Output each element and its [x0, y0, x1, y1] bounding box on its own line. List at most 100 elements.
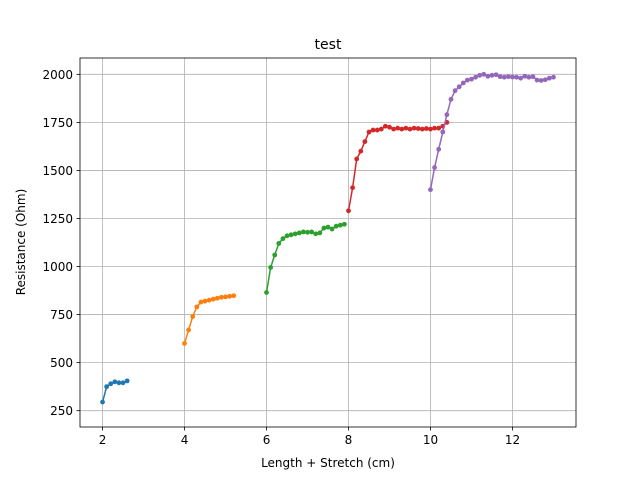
data-point	[108, 381, 114, 387]
data-point	[317, 230, 323, 236]
data-point	[325, 224, 331, 230]
data-point	[485, 73, 491, 79]
data-point	[231, 293, 237, 299]
series-line	[347, 121, 448, 211]
data-point	[227, 293, 233, 299]
data-point	[432, 125, 437, 131]
data-point	[112, 379, 118, 385]
y-tick-label: 750	[50, 308, 73, 322]
data-point	[526, 74, 532, 80]
series-3	[264, 221, 347, 295]
data-point	[481, 71, 487, 77]
data-point	[399, 126, 405, 132]
data-point	[419, 126, 425, 132]
data-point	[501, 74, 507, 80]
data-point	[505, 74, 511, 80]
series-1	[100, 378, 130, 405]
data-point	[510, 74, 515, 80]
data-point	[473, 74, 478, 80]
data-point	[542, 77, 548, 83]
chart-title: test	[315, 37, 342, 53]
series-2	[182, 293, 237, 346]
data-point	[489, 72, 495, 78]
data-point	[284, 233, 290, 239]
data-point	[387, 124, 392, 130]
x-tick-label: 2	[99, 433, 107, 447]
data-point	[120, 380, 126, 386]
data-point	[391, 126, 396, 132]
series-5	[428, 71, 556, 193]
y-tick-label: 500	[50, 356, 73, 370]
data-point	[382, 123, 388, 129]
data-point	[464, 77, 470, 83]
data-point	[436, 146, 442, 152]
series-layer	[100, 71, 556, 405]
grid-layer	[80, 58, 576, 427]
series-4	[346, 119, 450, 214]
x-tick-label: 12	[505, 433, 520, 447]
data-point	[407, 126, 413, 132]
data-point	[366, 129, 372, 135]
y-tick-label: 2000	[42, 68, 73, 82]
data-point	[432, 165, 437, 170]
data-point	[460, 80, 466, 86]
data-point	[395, 125, 401, 131]
data-point	[124, 378, 130, 384]
data-point	[546, 75, 552, 81]
y-tick-label: 1500	[42, 164, 73, 178]
data-point	[214, 295, 220, 301]
data-point	[411, 125, 417, 131]
data-point	[346, 208, 351, 214]
data-point	[182, 340, 187, 346]
y-tick-label: 250	[50, 404, 73, 418]
data-point	[276, 241, 282, 246]
data-point	[350, 185, 355, 191]
x-axis-label: Length + Stretch (cm)	[261, 456, 395, 470]
data-point	[354, 156, 360, 162]
data-point	[329, 226, 335, 232]
data-point	[362, 139, 368, 145]
data-point	[428, 187, 433, 193]
data-point	[100, 399, 105, 405]
data-point	[202, 298, 208, 304]
data-point	[223, 294, 228, 300]
data-point	[219, 294, 224, 300]
data-point	[440, 129, 446, 135]
data-point	[514, 74, 519, 80]
data-point	[403, 125, 409, 131]
data-point	[538, 78, 544, 83]
data-point	[493, 72, 499, 78]
x-tick-label: 8	[345, 433, 353, 447]
data-point	[268, 265, 274, 270]
data-point	[280, 236, 286, 242]
data-point	[198, 299, 204, 305]
data-point	[518, 75, 524, 81]
data-point	[415, 126, 421, 131]
data-point	[522, 73, 528, 79]
data-point	[272, 252, 278, 258]
y-tick-label: 1750	[42, 116, 73, 130]
data-point	[206, 297, 212, 303]
data-point	[292, 231, 298, 237]
series-line	[183, 294, 234, 344]
data-point	[370, 127, 376, 133]
data-point	[456, 84, 462, 90]
y-tick-label: 1000	[42, 260, 73, 274]
data-point	[321, 225, 327, 231]
data-point	[194, 304, 200, 310]
data-point	[428, 126, 433, 132]
y-tick-label: 1250	[42, 212, 73, 226]
data-point	[477, 72, 483, 78]
tick-layer: 2 4 6 8 10 12 250 500 750 1000 1250 1500 1750 2000	[42, 68, 520, 447]
data-point	[497, 74, 503, 80]
data-point	[469, 76, 474, 82]
data-point	[551, 74, 556, 80]
data-point	[190, 314, 196, 319]
data-point	[116, 380, 122, 386]
data-point	[341, 221, 347, 227]
data-point	[186, 327, 192, 333]
data-point	[296, 230, 302, 236]
data-point	[423, 126, 429, 131]
data-point	[448, 96, 454, 102]
data-point	[313, 231, 319, 237]
